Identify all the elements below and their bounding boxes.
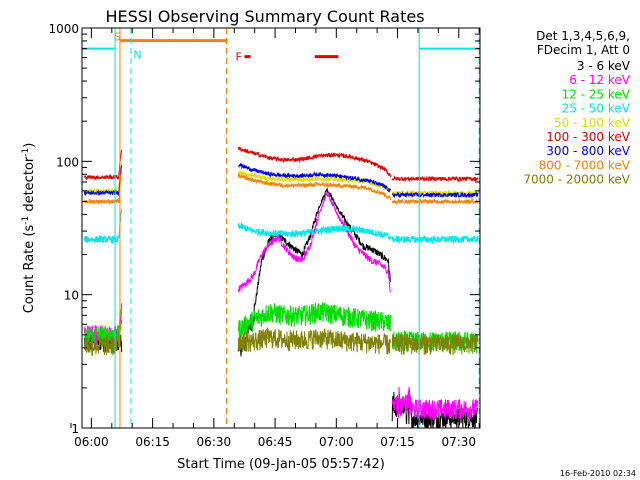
legend-item-8: 800 - 7000 keV [539,158,631,172]
y-axis-label-end: ) [22,143,37,148]
series-9-seg2 [237,326,391,355]
series-7-seg2 [238,163,391,193]
series-8-seg2 [237,173,391,201]
legend-item-6: 100 - 300 keV [546,130,630,144]
series-4-seg2 [237,221,391,241]
annotation-n: N [133,49,141,62]
x-axis-ticks: 06:00 06:15 06:30 06:45 07:00 07:15 07:30 [70,28,480,449]
legend-item-3: 12 - 25 keV [562,87,631,101]
plot-content: SN F [82,28,480,429]
y-axis-label: Count Rate (s-1 detector-1) [21,143,37,314]
y-axis-label-sup1: -1 [21,216,31,225]
x-tick-label-6: 07:30 [441,435,476,449]
series-9-seg3 [391,333,479,356]
x-tick-label-5: 07:15 [380,435,415,449]
x-axis-label: Start Time (09-Jan-05 05:57:42) [177,457,385,472]
legend-item-5: 50 - 100 keV [554,116,631,130]
y-axis-label-mid: detector [22,156,37,216]
series-6-seg2 [237,146,391,178]
y-axis-ticks: 1 10 100 1000 [48,22,480,436]
chart-title: HESSI Observing Summary Count Rates [105,7,424,26]
series-2-seg3 [391,386,479,421]
legend-item-4: 25 - 50 keV [562,102,631,116]
y-tick-label-2: 100 [56,155,79,169]
series-1-seg2 [237,188,391,357]
footer-date: 16-Feb-2010 02:34 [560,469,636,478]
series-6-seg1 [83,149,123,181]
x-tick-label-2: 06:30 [197,435,232,449]
legend-item-1: 3 - 6 keV [577,59,631,73]
y-axis-label-main: Count Rate (s [22,225,37,314]
annotation-f: F [235,51,241,64]
legend-item-9: 7000 - 20000 keV [523,173,630,187]
series-4-seg3 [391,234,479,245]
annotation-s: S [114,31,121,44]
legend-header-2: FDecim 1, Att 0 [537,43,630,57]
series-4-seg1 [83,208,123,245]
legend-item-2: 6 - 12 keV [569,73,631,87]
y-tick-label-0: 1 [71,422,79,436]
x-tick-label-4: 07:00 [319,435,354,449]
series-3-seg2 [237,302,391,340]
series-8-seg3 [391,197,479,206]
x-tick-label-3: 06:45 [258,435,293,449]
x-tick-label-0: 06:00 [74,435,109,449]
series-2-seg2 [237,192,391,294]
y-tick-label-1: 10 [64,289,79,303]
y-tick-label-3: 1000 [48,22,79,36]
legend-header-1: Det 1,3,4,5,6,9, [536,29,630,43]
series-6-seg3 [391,174,479,183]
series-7-seg3 [391,191,479,199]
y-axis-label-sup2: -1 [21,148,31,157]
x-tick-label-1: 06:15 [135,435,170,449]
plot-frame [81,27,481,429]
legend-item-7: 300 - 800 keV [546,144,630,158]
